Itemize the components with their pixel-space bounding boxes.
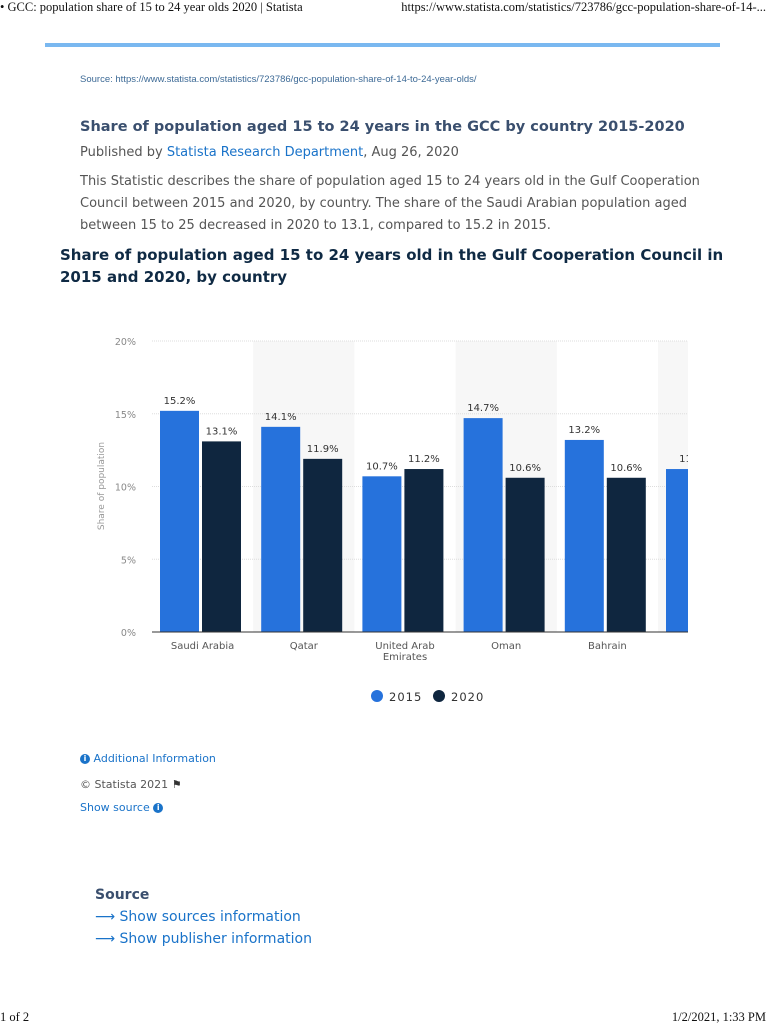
legend-marker — [433, 690, 445, 702]
source-url: Source: https://www.statista.com/statist… — [80, 74, 477, 85]
bar-2020 — [404, 469, 444, 632]
flag-icon[interactable]: ⚑ — [171, 778, 182, 791]
y-tick-label: 20% — [115, 337, 136, 348]
bar-2020 — [303, 458, 343, 632]
published-prefix: Published by — [80, 145, 167, 160]
bar-chart: 0% 5% 10% 15% 20% Share of population 15.2% 14.… — [97, 337, 688, 704]
show-publisher-link[interactable]: ⟶ Show publisher information — [95, 931, 312, 947]
y-tick-label: 10% — [115, 483, 136, 494]
bar-2015 — [160, 410, 199, 632]
article-heading: Share of population aged 15 to 24 years … — [80, 119, 685, 135]
additional-information-link[interactable]: i Additional Information — [80, 752, 216, 765]
data-label: 11.9% — [307, 444, 339, 455]
copyright-text: © Statista 2021 — [80, 778, 169, 791]
data-label: 14.7% — [467, 403, 499, 414]
bar-2015 — [261, 426, 301, 632]
bar-2015 — [666, 469, 688, 632]
legend-marker — [371, 690, 383, 702]
x-tick-label: Emirates — [383, 652, 427, 663]
print-datetime: 1/2/2021, 1:33 PM — [671, 1010, 766, 1024]
published-date: , Aug 26, 2020 — [363, 145, 459, 160]
bar-2020 — [606, 477, 646, 632]
print-header-title: • GCC: population share of 15 to 24 year… — [0, 0, 303, 14]
bar-2015 — [463, 418, 503, 632]
x-tick-label: United Arab — [375, 641, 434, 652]
divider — [45, 43, 720, 47]
x-tick-label: Qatar — [290, 641, 319, 652]
copyright: © Statista 2021 ⚑ — [80, 778, 182, 791]
bar-2020 — [505, 477, 545, 632]
chart-title: Share of population aged 15 to 24 years … — [60, 246, 724, 286]
bar-2020 — [202, 441, 241, 632]
data-label: 13.2% — [568, 425, 600, 436]
info-icon: i — [80, 754, 90, 764]
info-icon: i — [153, 803, 164, 813]
data-label: 15.2% — [164, 396, 196, 407]
y-axis-label: Share of population — [97, 442, 107, 530]
show-source-link[interactable]: Show source i — [80, 801, 164, 814]
data-label: 14.1% — [265, 412, 297, 423]
bar-2015 — [564, 439, 604, 632]
data-label: 10.7% — [366, 461, 398, 472]
y-tick-label: 5% — [121, 555, 136, 566]
y-tick-label: 0% — [121, 628, 136, 639]
publisher-link[interactable]: Statista Research Department — [166, 145, 364, 160]
x-tick-label: Oman — [491, 641, 521, 652]
legend-label: 2015 — [389, 690, 422, 704]
data-label: 11.2% — [408, 454, 440, 465]
data-label: 10.6% — [610, 463, 642, 474]
bar-2015 — [362, 476, 402, 632]
show-sources-label: Show sources information — [119, 909, 301, 925]
published-line: Published by Statista Research Departmen… — [80, 145, 459, 160]
data-label: 13.1% — [206, 426, 238, 437]
legend-label: 2020 — [451, 690, 484, 704]
show-sources-link[interactable]: ⟶ Show sources information — [95, 909, 301, 925]
x-tick-label: Bahrain — [588, 641, 627, 652]
y-tick-label: 15% — [115, 410, 136, 421]
data-label: 10.6% — [509, 463, 541, 474]
print-header-url: https://www.statista.com/statistics/7237… — [401, 0, 766, 14]
page-number: 1 of 2 — [0, 1010, 30, 1024]
show-publisher-label: Show publisher information — [119, 931, 312, 947]
show-source-label: Show source — [80, 801, 150, 814]
article-description: This Statistic describes the share of po… — [80, 174, 700, 233]
arrow-right-icon: ⟶ — [95, 931, 116, 947]
x-tick-label: Saudi Arabia — [171, 641, 234, 652]
source-heading: Source — [95, 887, 150, 903]
additional-information-label: Additional Information — [93, 752, 216, 765]
data-label: 11 — [679, 454, 688, 465]
arrow-right-icon: ⟶ — [95, 909, 116, 925]
